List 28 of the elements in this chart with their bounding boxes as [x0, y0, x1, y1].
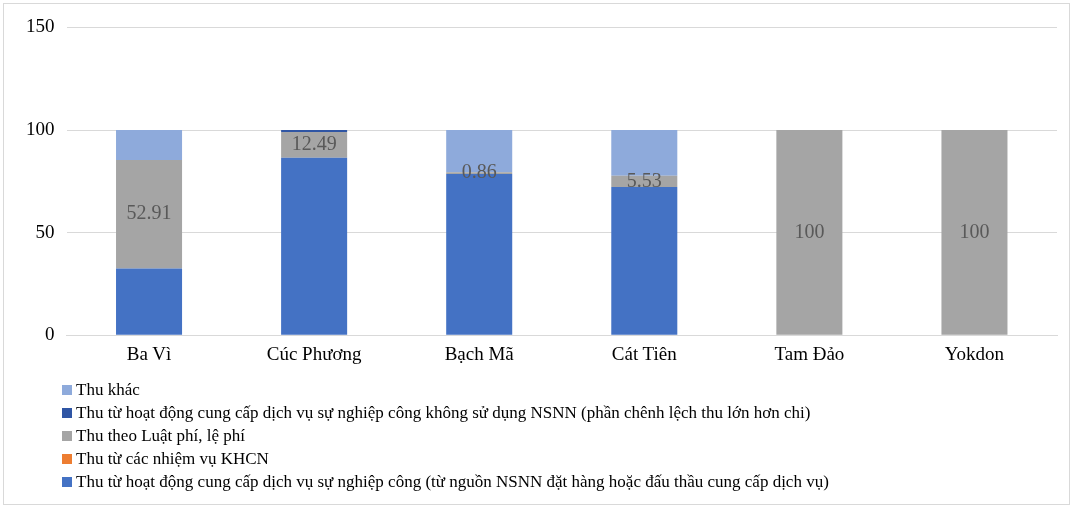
data-label: 12.49 [291, 132, 337, 155]
x-tick-label: Bạch Mã [444, 342, 515, 364]
x-tick-label: Ba Vì [126, 342, 172, 364]
data-label: 52.91 [126, 201, 172, 224]
bar [281, 157, 348, 335]
legend-label: Thu theo Luật phí, lệ phí [76, 425, 246, 446]
data-label: 100 [959, 219, 990, 242]
data-label: 5.53 [626, 168, 662, 191]
legend-label: Thu từ hoạt động cung cấp dịch vụ sự nghiệp công (từ nguồn NSNN đặt hàng hoặc đấu thầu cung cấp dịch vụ) [76, 471, 829, 492]
x-tick-label: Cát Tiên [611, 342, 678, 364]
y-tick-label: 50 [35, 220, 55, 242]
x-tick-label: Tam Đảo [774, 342, 845, 364]
legend-label: Thu từ hoạt động cung cấp dịch vụ sự nghiệp công không sử dụng NSNN (phần chênh lệch thu lớn hơn chi) [76, 402, 811, 423]
y-tick-label: 0 [45, 323, 55, 345]
bar [776, 130, 843, 335]
bar [941, 130, 1008, 335]
bar [611, 187, 678, 335]
y-tick-label: 150 [26, 15, 55, 37]
x-tick-label: Yokdon [944, 342, 1005, 364]
legend-label: Thu từ các nhiệm vụ KHCN [76, 448, 269, 469]
data-label: 100 [794, 219, 825, 242]
y-tick-label: 100 [26, 117, 55, 139]
legend-label: Thu khác [76, 379, 140, 400]
x-tick-label: Cúc Phương [266, 342, 362, 364]
bar [116, 268, 183, 335]
bar [281, 130, 348, 133]
bar [116, 129, 183, 160]
bar [116, 159, 183, 269]
